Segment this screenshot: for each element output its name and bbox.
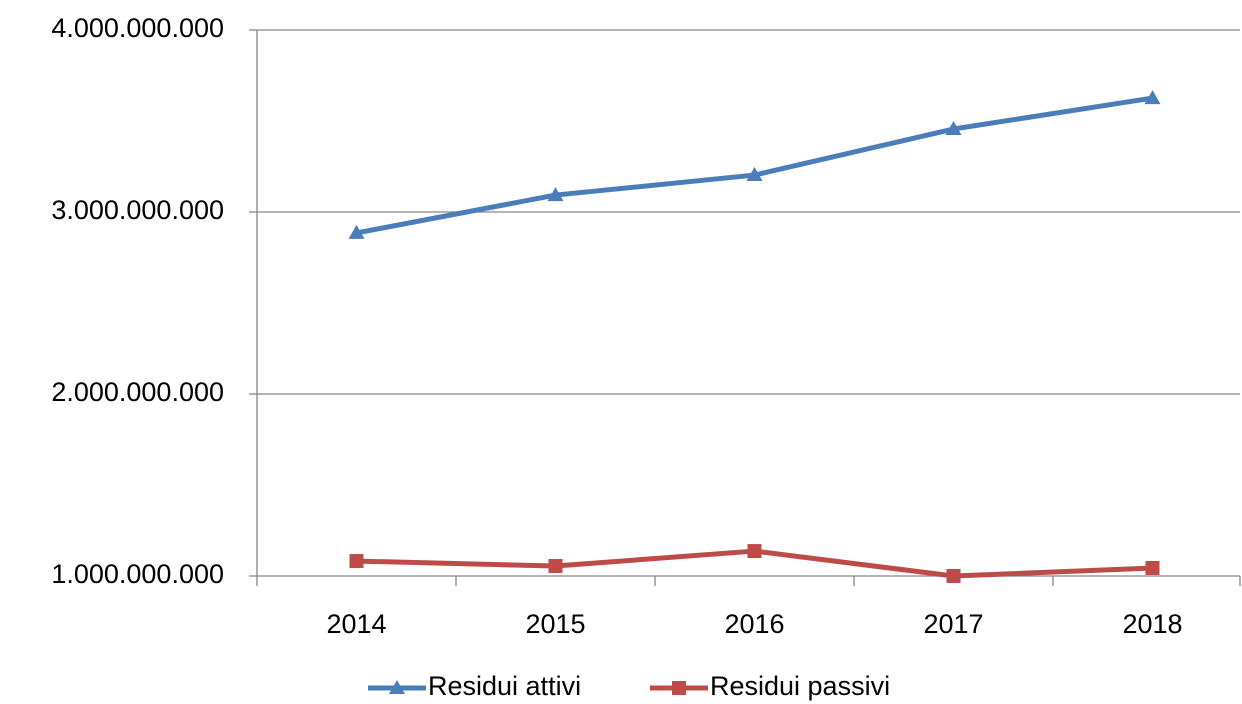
x-tick-label: 2016 xyxy=(724,609,784,639)
x-tick-label: 2014 xyxy=(326,609,386,639)
x-tick-label: 2015 xyxy=(525,609,585,639)
y-tick-label: 3.000.000.000 xyxy=(51,195,224,225)
marker xyxy=(348,224,365,239)
legend-label: Residui passivi xyxy=(710,671,890,701)
marker xyxy=(672,681,686,695)
marker xyxy=(349,554,364,569)
marker xyxy=(548,558,563,573)
series-line xyxy=(356,95,1153,236)
marker xyxy=(945,121,962,136)
x-tick-label: 2018 xyxy=(1122,609,1182,639)
legend-label: Residui attivi xyxy=(428,671,581,701)
marker xyxy=(747,544,762,559)
marker xyxy=(746,167,763,182)
y-tick-label: 4.000.000.000 xyxy=(51,13,224,43)
x-tick-label: 2017 xyxy=(923,609,983,639)
marker xyxy=(946,569,961,583)
marker xyxy=(389,680,405,694)
marker xyxy=(1145,560,1160,575)
marker xyxy=(547,187,564,202)
y-tick-label: 2.000.000.000 xyxy=(51,377,224,407)
y-tick-label: 1.000.000.000 xyxy=(51,559,224,589)
marker xyxy=(1144,90,1161,105)
